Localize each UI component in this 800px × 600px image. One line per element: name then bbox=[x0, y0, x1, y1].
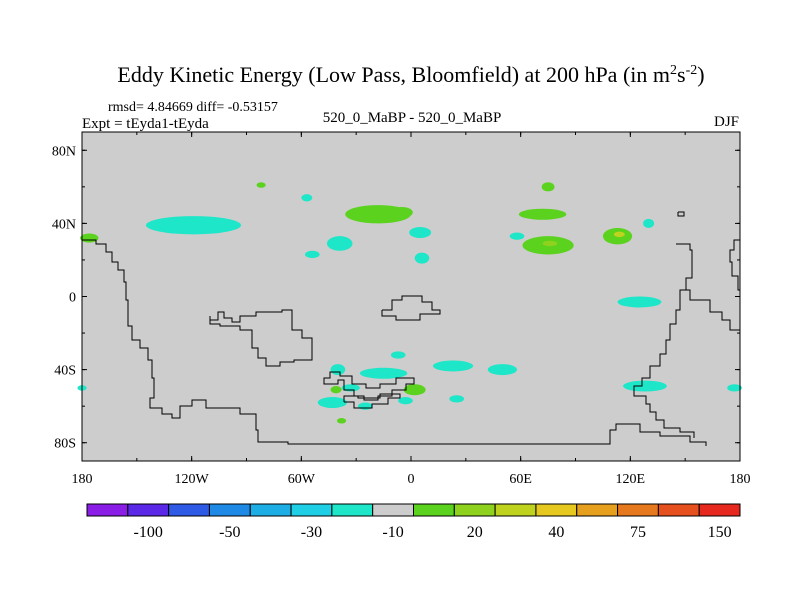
colorbar-label: -10 bbox=[382, 524, 403, 541]
anomaly-patch-14 bbox=[542, 240, 558, 247]
colorbar-box-14 bbox=[657, 503, 700, 517]
anomaly-patch-17 bbox=[613, 231, 625, 238]
anomaly-patch-20 bbox=[330, 364, 346, 376]
anomaly-patch-26 bbox=[330, 386, 342, 394]
right-string-season: DJF bbox=[714, 114, 739, 130]
chart-title: Eddy Kinetic Energy (Low Pass, Bloomfiel… bbox=[117, 62, 704, 87]
coastline-southern-2 bbox=[343, 393, 401, 409]
colorbar-label: -30 bbox=[301, 524, 322, 541]
anomaly-patch-18 bbox=[643, 218, 655, 228]
colorbar-box-15 bbox=[698, 503, 741, 517]
anomaly-patch-7 bbox=[409, 227, 432, 239]
colorbar-box-8 bbox=[413, 503, 455, 517]
left-string-expt: Expt = tEyda1-tEyda bbox=[82, 116, 209, 132]
colorbar-box-4 bbox=[249, 503, 292, 517]
coastlines bbox=[82, 211, 740, 446]
anomaly-patch-21 bbox=[359, 367, 408, 379]
y-tick-label: 40S bbox=[54, 364, 76, 379]
anomaly-patch-3 bbox=[301, 194, 313, 202]
anomaly-patch-15 bbox=[509, 232, 525, 240]
colorbar-box-1 bbox=[127, 503, 170, 517]
x-tick-label: 60W bbox=[288, 472, 316, 487]
axis-labels: 180 120W 60W 0 60E 120E 180 80N 40N 0 40S 80S bbox=[52, 144, 751, 487]
x-tick-label: 180 bbox=[730, 472, 751, 487]
colorbar-box-12 bbox=[576, 503, 619, 517]
anomaly-patch-31 bbox=[449, 395, 465, 403]
axis-ticks bbox=[81, 132, 741, 461]
coastline-southern bbox=[323, 371, 415, 401]
anomaly-patch-29 bbox=[357, 402, 373, 410]
anomaly-patch-30 bbox=[398, 397, 413, 405]
map-plot: 180 120W 60W 0 60E 120E 180 80N 40N 0 40S 80S bbox=[52, 131, 751, 487]
y-tick-label: 40N bbox=[52, 217, 76, 232]
colorbar-box-6 bbox=[331, 503, 374, 517]
colorbar-label: 40 bbox=[548, 524, 564, 541]
coastline-east bbox=[677, 211, 685, 217]
anomaly-patch-22 bbox=[432, 360, 474, 372]
anomaly-patch-10 bbox=[256, 182, 266, 188]
anomaly-patch-33 bbox=[623, 380, 667, 392]
colorbar-label: 20 bbox=[467, 524, 483, 541]
anomaly-patch-24 bbox=[390, 351, 406, 359]
y-tick-label: 0 bbox=[69, 291, 76, 306]
x-tick-label: 120E bbox=[616, 472, 646, 487]
colorbar-box-13 bbox=[617, 503, 659, 517]
anomaly-patch-23 bbox=[487, 364, 518, 376]
anomaly-patch-32 bbox=[336, 418, 347, 424]
x-tick-label: 120W bbox=[175, 472, 210, 487]
coastline-east-3 bbox=[729, 239, 740, 291]
colorbar-label: -100 bbox=[134, 524, 163, 541]
anomaly-patch-4 bbox=[326, 236, 353, 251]
anomaly-patch-25 bbox=[403, 384, 426, 396]
left-string-rmsd: rmsd= 4.84669 diff= -0.53157 bbox=[108, 100, 278, 115]
colorbar bbox=[86, 503, 741, 517]
x-tick-label: 60E bbox=[509, 472, 532, 487]
colorbar-labels: -100 -50 -30 -10 20 40 75 150 bbox=[134, 524, 732, 541]
center-string: 520_0_MaBP - 520_0_MaBP bbox=[323, 110, 502, 126]
colorbar-label: 150 bbox=[708, 524, 732, 541]
anomaly-patch-8 bbox=[414, 252, 430, 264]
x-tick-label: 0 bbox=[408, 472, 415, 487]
colorbar-box-3 bbox=[208, 503, 251, 517]
anomaly-patch-11 bbox=[541, 182, 555, 192]
coastline-east-4 bbox=[680, 289, 740, 331]
colorbar-box-11 bbox=[535, 503, 578, 517]
colorbar-box-5 bbox=[290, 503, 333, 517]
anomaly-patch-27 bbox=[317, 397, 348, 408]
anomaly-patch-9 bbox=[304, 250, 320, 259]
colorbar-box-7 bbox=[372, 503, 414, 517]
coastline-americas bbox=[82, 239, 707, 446]
anomaly-patch-34 bbox=[727, 384, 742, 392]
coastline-africa bbox=[209, 309, 313, 367]
y-tick-label: 80N bbox=[52, 144, 76, 159]
colorbar-label: 75 bbox=[630, 524, 646, 541]
colorbar-label: -50 bbox=[219, 524, 240, 541]
anomaly-patch-12 bbox=[518, 208, 567, 220]
x-tick-label: 180 bbox=[72, 472, 93, 487]
colorbar-box-2 bbox=[168, 503, 210, 517]
anomaly-patch-6 bbox=[390, 206, 413, 218]
colorbar-box-0 bbox=[86, 503, 129, 517]
colorbar-box-10 bbox=[494, 503, 537, 517]
coastline-east-2 bbox=[633, 243, 695, 438]
y-tick-label: 80S bbox=[54, 437, 76, 452]
anomaly-patches bbox=[77, 182, 742, 424]
anomaly-patch-19 bbox=[617, 296, 662, 308]
anomaly-patch-1 bbox=[169, 217, 214, 229]
colorbar-box-9 bbox=[453, 503, 496, 517]
coastline-central bbox=[381, 295, 441, 321]
